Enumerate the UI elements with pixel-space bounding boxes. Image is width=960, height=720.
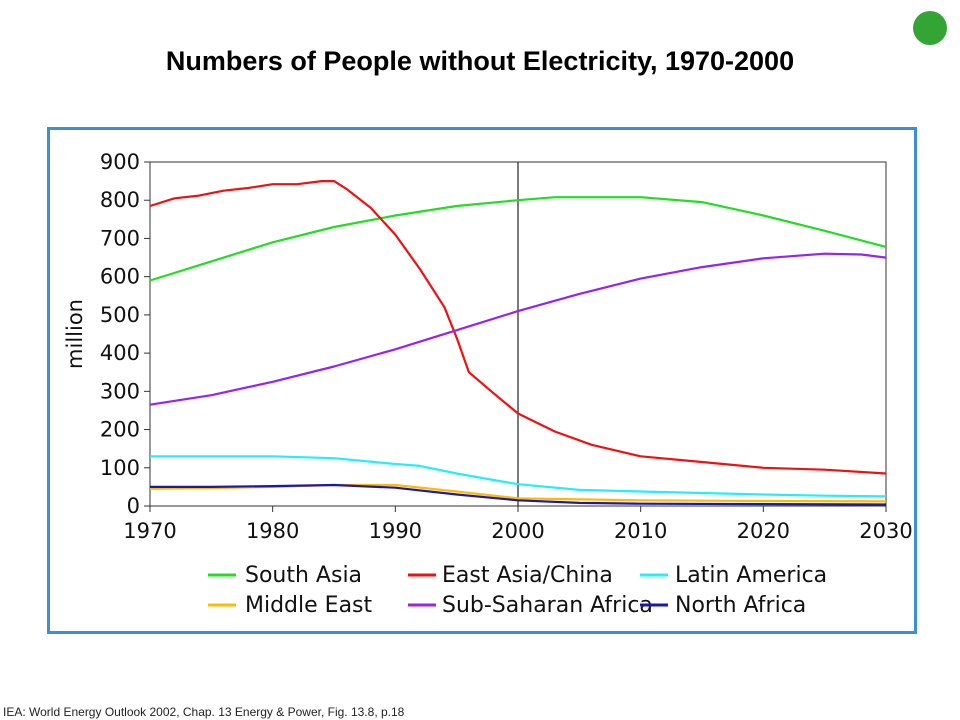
legend-label-latin-america: Latin America bbox=[675, 563, 827, 588]
y-tick-label: 600 bbox=[100, 265, 140, 289]
x-tick-label: 1970 bbox=[123, 519, 176, 543]
y-tick-label: 900 bbox=[100, 150, 140, 174]
y-tick-label: 800 bbox=[100, 188, 140, 212]
y-tick-label: 500 bbox=[100, 303, 140, 327]
status-dot bbox=[913, 11, 947, 45]
x-tick-label: 2000 bbox=[491, 519, 544, 543]
series-line-east-asia-china bbox=[149, 179, 887, 475]
series-line-sub-saharan-africa bbox=[149, 252, 887, 406]
series-line-north-africa bbox=[150, 483, 887, 506]
slide-title: Numbers of People without Electricity, 1… bbox=[165, 46, 795, 76]
x-tick-label: 2030 bbox=[859, 519, 912, 543]
legend-label-middle-east: Middle East bbox=[245, 593, 373, 618]
x-tick-label: 1990 bbox=[369, 519, 422, 543]
y-tick-label: 0 bbox=[127, 494, 140, 518]
series-line-latin-america bbox=[150, 455, 887, 498]
legend-label-east-asia-china: East Asia/China bbox=[442, 563, 613, 588]
x-tick-label: 2010 bbox=[614, 519, 667, 543]
y-tick-label: 100 bbox=[100, 456, 140, 480]
legend-label-north-africa: North Africa bbox=[675, 593, 806, 618]
line-chart: 0 100 200 300 400 500 600 700 800 900 1970 1980 1990… bbox=[63, 150, 913, 618]
x-tick-label: 1980 bbox=[246, 519, 299, 543]
y-tick-label: 300 bbox=[100, 379, 140, 403]
y-tick-label: 400 bbox=[100, 341, 140, 365]
chart-frame: 0 100 200 300 400 500 600 700 800 900 1970 1980 1990… bbox=[47, 127, 917, 634]
series-line-south-asia bbox=[149, 196, 887, 282]
source-note: IEA: World Energy Outlook 2002, Chap. 13… bbox=[3, 705, 405, 719]
x-tick-label: 2020 bbox=[737, 519, 790, 543]
legend-label-south-asia: South Asia bbox=[245, 563, 362, 588]
legend-label-sub-saharan-africa: Sub-Saharan Africa bbox=[442, 593, 653, 618]
y-tick-label: 200 bbox=[100, 418, 140, 442]
y-tick-label: 700 bbox=[100, 226, 140, 250]
y-axis-label: million bbox=[63, 299, 87, 369]
